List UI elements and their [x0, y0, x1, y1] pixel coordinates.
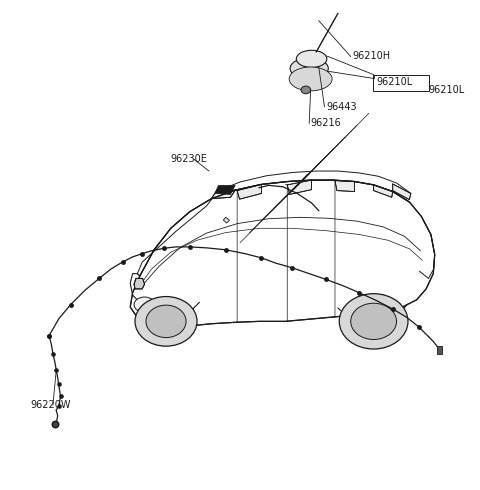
Polygon shape — [287, 180, 312, 195]
Polygon shape — [393, 184, 411, 199]
Bar — [437, 346, 443, 354]
Ellipse shape — [146, 305, 186, 338]
Text: 96210L: 96210L — [376, 77, 412, 87]
Ellipse shape — [351, 303, 396, 340]
Ellipse shape — [289, 67, 332, 91]
Text: 96210H: 96210H — [352, 51, 390, 62]
Ellipse shape — [135, 296, 197, 346]
Ellipse shape — [339, 294, 408, 349]
Polygon shape — [130, 180, 435, 326]
Polygon shape — [335, 181, 355, 192]
Polygon shape — [223, 218, 229, 223]
Text: 96443: 96443 — [326, 101, 357, 112]
Polygon shape — [211, 190, 235, 199]
Ellipse shape — [296, 50, 327, 68]
Text: 96210L: 96210L — [429, 85, 465, 95]
Polygon shape — [373, 185, 393, 197]
Text: 96216: 96216 — [311, 118, 341, 128]
FancyBboxPatch shape — [372, 75, 430, 91]
Ellipse shape — [134, 297, 155, 312]
Ellipse shape — [290, 58, 328, 79]
Ellipse shape — [301, 86, 311, 94]
Polygon shape — [215, 185, 235, 195]
Text: 96230E: 96230E — [171, 154, 208, 164]
Polygon shape — [237, 184, 262, 199]
Polygon shape — [134, 278, 144, 289]
Text: 96220W: 96220W — [30, 400, 71, 410]
